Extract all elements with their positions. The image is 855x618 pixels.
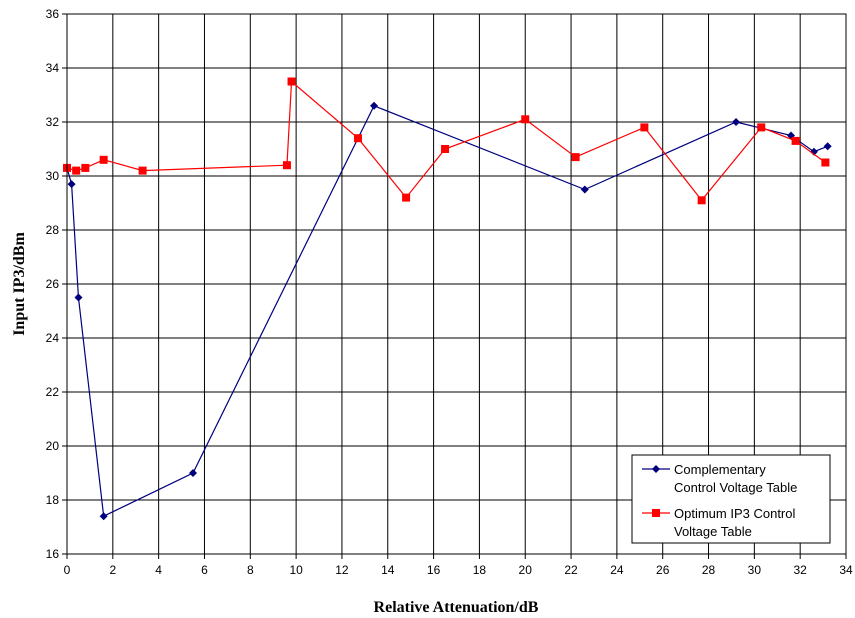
data-point-optimum	[402, 193, 411, 202]
y-tick-label: 22	[46, 385, 60, 399]
data-point-optimum	[571, 153, 580, 162]
legend-label-complementary-line-1: Complementary	[674, 462, 766, 477]
legend-box	[631, 454, 831, 544]
data-point-optimum	[821, 158, 830, 167]
y-tick-label: 28	[46, 223, 60, 237]
data-point-optimum	[640, 123, 649, 132]
x-tick-label: 26	[656, 563, 670, 577]
y-tick-label: 16	[46, 547, 60, 561]
legend-label-complementary-line-2: Control Voltage Table	[674, 480, 797, 495]
x-tick-label: 32	[793, 563, 807, 577]
data-point-complementary	[732, 118, 741, 126]
data-point-optimum	[282, 161, 291, 170]
data-point-complementary	[99, 512, 108, 521]
y-tick-label: 26	[46, 277, 60, 291]
series-layer	[63, 77, 832, 521]
legend: Complementary Control Voltage Table Opti…	[631, 454, 831, 544]
x-tick-label: 0	[64, 563, 71, 577]
data-point-complementary	[67, 180, 76, 189]
data-point-optimum	[697, 196, 706, 205]
data-point-complementary	[580, 185, 589, 194]
legend-label-optimum-line-1: Optimum IP3 Control	[674, 506, 795, 521]
data-point-complementary	[823, 142, 832, 151]
y-tick-label: 18	[46, 493, 60, 507]
data-point-complementary	[189, 469, 198, 477]
x-tick-label: 12	[335, 563, 349, 577]
x-tick-label: 20	[519, 563, 533, 577]
data-point-optimum	[353, 134, 362, 143]
data-point-optimum	[287, 77, 296, 86]
legend-label-optimum-line-2: Voltage Table	[674, 524, 752, 539]
data-point-complementary	[809, 147, 818, 156]
y-tick-labels: 16 18 20 22 24 26 28 30 32 34 36	[46, 7, 67, 561]
x-tick-label: 10	[289, 563, 303, 577]
data-point-complementary	[74, 293, 83, 302]
x-tick-labels: 0 2 4 6 8 10 12 14 16 18 20 22 24 26 28 30 32 34	[64, 554, 853, 577]
data-point-complementary	[370, 101, 379, 110]
x-tick-label: 4	[155, 563, 162, 577]
x-tick-label: 22	[564, 563, 578, 577]
x-axis-title: Relative Attenuation/dB	[374, 599, 539, 616]
x-tick-label: 18	[473, 563, 487, 577]
data-point-optimum	[791, 136, 800, 145]
x-tick-label: 14	[381, 563, 395, 577]
data-point-optimum	[138, 166, 147, 175]
x-tick-label: 24	[610, 563, 624, 577]
x-tick-label: 16	[427, 563, 441, 577]
y-tick-label: 24	[46, 331, 60, 345]
x-tick-label: 6	[201, 563, 208, 577]
x-tick-label: 2	[109, 563, 116, 577]
data-point-optimum	[441, 145, 450, 153]
y-tick-label: 32	[46, 115, 60, 129]
data-point-optimum	[521, 115, 530, 124]
x-tick-label: 34	[839, 563, 853, 577]
y-tick-label: 36	[46, 7, 60, 21]
data-point-optimum	[99, 155, 108, 164]
x-tick-label: 28	[702, 563, 716, 577]
data-point-optimum	[81, 163, 90, 172]
legend-marker-optimum	[652, 509, 660, 517]
x-tick-label: 30	[748, 563, 762, 577]
y-tick-label: 20	[46, 439, 60, 453]
data-point-optimum	[757, 123, 766, 132]
data-point-optimum	[72, 166, 81, 175]
y-axis-title: Input IP3/dBm	[11, 232, 28, 336]
legend-marker-complementary	[652, 465, 660, 473]
y-tick-label: 34	[46, 61, 60, 75]
y-tick-label: 30	[46, 169, 60, 183]
x-tick-label: 8	[247, 563, 254, 577]
